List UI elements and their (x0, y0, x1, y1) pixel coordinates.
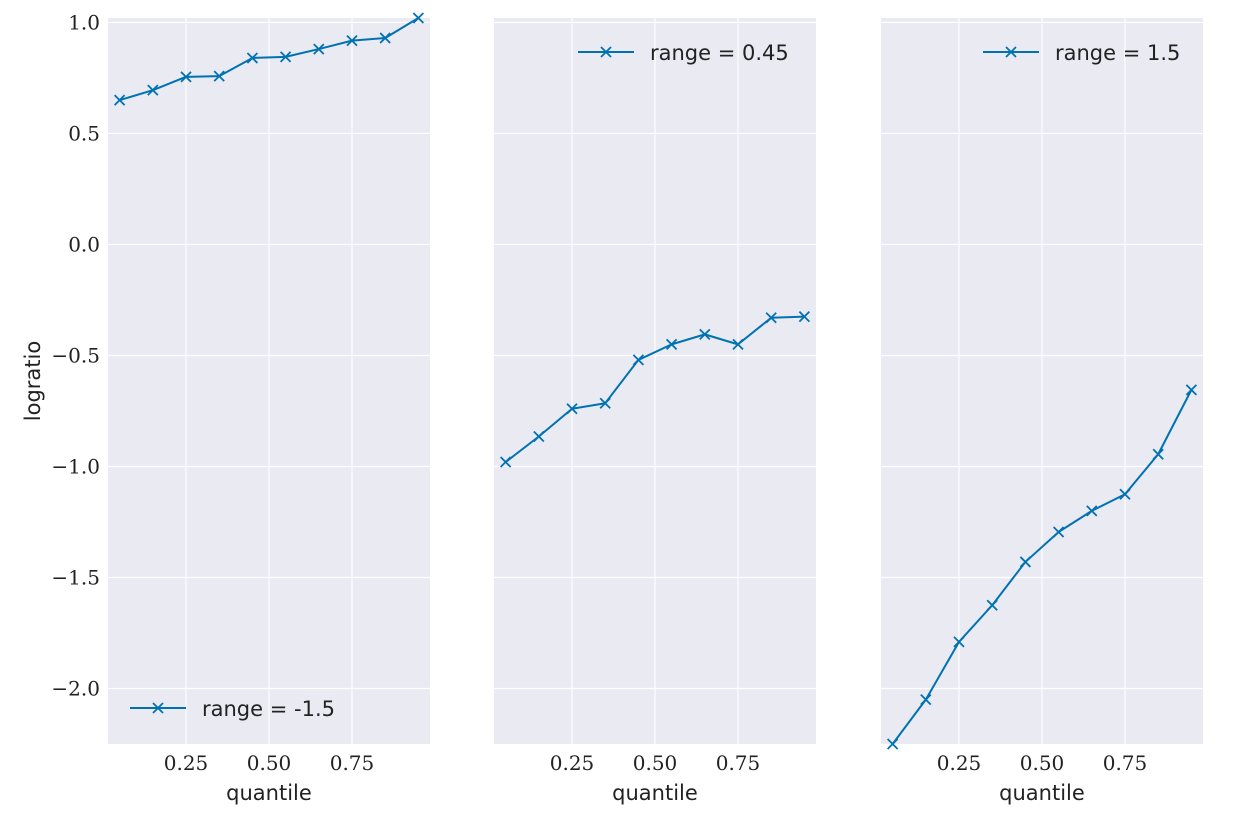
panel-1-xtick-label: 0.75 (330, 751, 375, 775)
panel-3-xtick-label: 0.50 (1020, 751, 1065, 775)
panel-3-data-point (1052, 526, 1065, 538)
panel-3-xtick-label: 0.75 (1103, 751, 1148, 775)
panel-1-data-point (313, 43, 325, 55)
ytick-label: −1.5 (51, 565, 100, 589)
ytick-label: 0.5 (68, 121, 100, 145)
panel-2-data-point (599, 397, 611, 409)
panel-1-xlabel: quantile (226, 781, 312, 805)
ytick-label: −0.5 (51, 343, 100, 367)
panel-2-data-point (533, 430, 545, 443)
panel-2-data-point (699, 328, 711, 341)
ytick-label: −2.0 (51, 676, 100, 700)
panel-1-data-point (379, 32, 391, 44)
panel-2-legend-marker (600, 46, 612, 58)
panel-3-legend-marker (1005, 46, 1017, 58)
panel-1-data-point (147, 84, 159, 96)
panel-2-data-point (566, 403, 578, 415)
ylabel: logratio (21, 341, 45, 421)
panel-2-xtick-label: 0.25 (550, 751, 595, 775)
panel-1-xtick-label: 0.50 (247, 751, 292, 775)
panel-1-data-point (279, 51, 292, 63)
panel-3-data-point (1152, 448, 1164, 460)
panel-3-data-point (1185, 384, 1198, 396)
panel-2-data-point (665, 338, 678, 351)
panel-3-data-point (986, 599, 998, 611)
panel-3-data-point (1119, 488, 1131, 500)
panel-2-data-point (632, 354, 645, 366)
panel-1-data-point (180, 71, 192, 83)
panel-3-xtick-label: 0.25 (937, 751, 982, 775)
panel-2-data-point (499, 456, 512, 468)
ytick-label: 0.0 (68, 232, 100, 256)
panel-3-xlabel: quantile (999, 781, 1085, 805)
panel-1-data-point (412, 12, 425, 24)
panel-3-data-point (920, 693, 932, 706)
panel-3-data-point (1086, 505, 1098, 517)
panel-2-xtick-label: 0.75 (716, 751, 761, 775)
panel-1-data-point (213, 70, 225, 82)
panel-3-data-point (953, 636, 965, 648)
panel-3-data-point (1019, 556, 1032, 568)
panel-1-series-line (119, 17, 419, 102)
panel-2-data-point (765, 312, 777, 324)
panel-3-data-point (886, 738, 899, 750)
panel-1-data-point (246, 52, 259, 64)
panel-1-legend-label: range = -1.5 (202, 697, 335, 721)
panel-1-data-point (113, 94, 126, 106)
ytick-label: −1.0 (51, 454, 100, 478)
panel-2-data-point (732, 338, 744, 351)
panel-2-data-point (798, 310, 811, 323)
panel-2-series-line (505, 315, 805, 463)
ytick-label: 1.0 (68, 10, 100, 34)
panel-3-series-line (891, 389, 1193, 745)
panel-3-legend-label: range = 1.5 (1055, 41, 1180, 65)
panel-2-xtick-label: 0.50 (633, 751, 678, 775)
panel-1-data-point (346, 35, 358, 47)
panel-1-legend-marker (152, 702, 164, 714)
panel-2-legend-label: range = 0.45 (650, 41, 789, 65)
panel-1-xtick-label: 0.25 (164, 751, 209, 775)
panel-2-xlabel: quantile (612, 781, 698, 805)
